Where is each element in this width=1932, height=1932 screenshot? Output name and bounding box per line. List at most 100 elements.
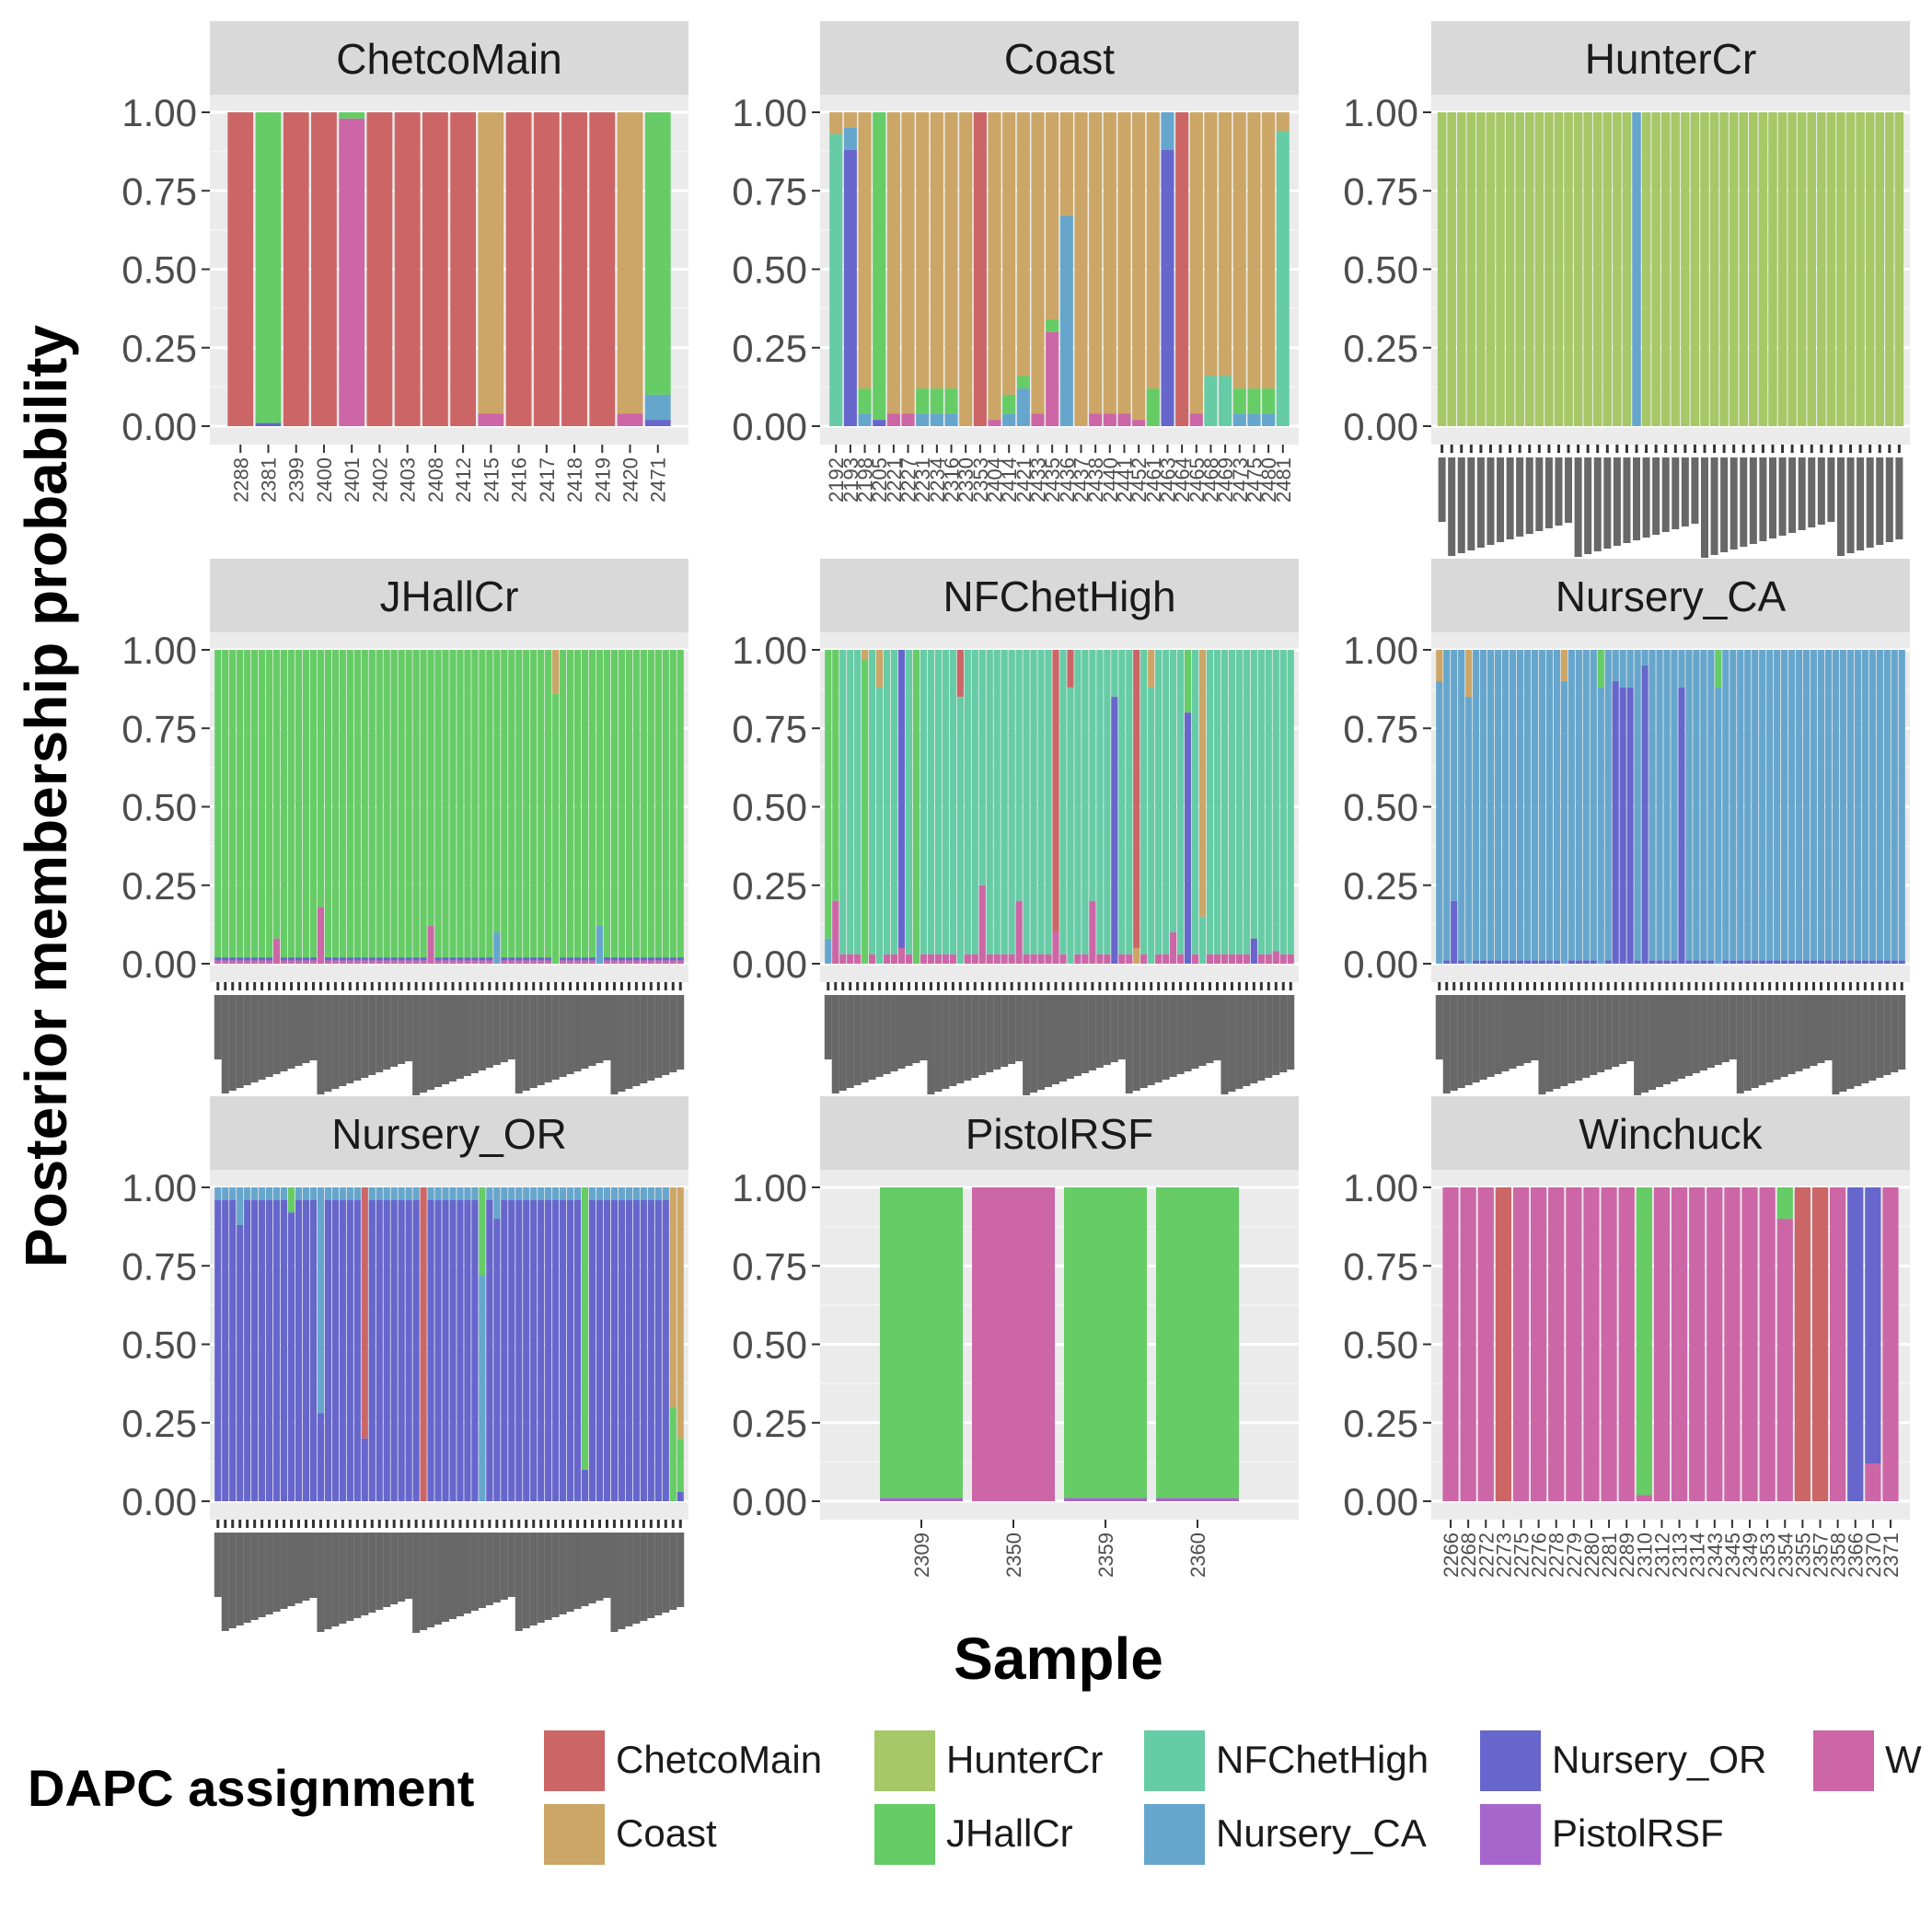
x-tick-label-overlap <box>1885 457 1893 542</box>
bar-segment-Nursery_CA <box>1582 650 1590 961</box>
x-tick-label-overlap <box>559 995 567 1077</box>
bar-segment-Nursery_OR <box>538 1199 545 1501</box>
bar-segment-Nursery_CA <box>1538 650 1546 961</box>
x-tick-label-overlap <box>214 1533 222 1597</box>
bar-segment-HunterCr <box>1729 112 1739 426</box>
bar-segment-HunterCr <box>1660 112 1671 426</box>
bar-segment-Coast <box>1436 650 1443 682</box>
x-tick-label-overlap <box>1448 457 1456 556</box>
bar-segment-NFChetHigh <box>1037 650 1045 954</box>
bar-segment-NFChetHigh <box>1191 650 1199 954</box>
bar-segment-W <box>1865 1463 1881 1501</box>
bar-segment-W <box>618 960 626 964</box>
y-tick-label: 1.00 <box>121 629 197 672</box>
bar-Nursery_OR-46 <box>545 1187 552 1501</box>
bar-segment-Nursery_CA <box>538 1187 545 1200</box>
legend-label: JHallCr <box>946 1811 1073 1855</box>
bar-segment-Nursery_OR <box>1612 681 1619 964</box>
x-tick-label-overlap <box>383 1533 391 1607</box>
bar-segment-JHallCr <box>229 650 237 958</box>
bar-segment-Nursery_CA <box>858 413 872 426</box>
y-tick-label: 0.25 <box>1343 327 1418 370</box>
bar-HunterCr-20 <box>1622 112 1632 426</box>
bar-segment-Coast <box>1059 112 1073 216</box>
bar-segment-Nursery_CA <box>471 1187 479 1200</box>
bar-segment-Nursery_OR <box>1865 1187 1881 1464</box>
bar-segment-JHallCr <box>873 112 886 421</box>
y-tick-label: 0.00 <box>121 1480 197 1523</box>
x-tick-label-overlap <box>890 995 898 1071</box>
bar-segment-Nursery_CA <box>229 1187 237 1200</box>
bar-Winchuck-17 <box>1724 1187 1741 1501</box>
x-tick-label: 2370 <box>1862 1533 1885 1578</box>
bar-segment-Nursery_CA <box>1832 650 1840 961</box>
x-tick-label-overlap <box>1861 995 1869 1083</box>
bar-segment-HunterCr <box>1602 112 1613 426</box>
bar-segment-Nursery_CA <box>464 1187 471 1200</box>
bar-segment-Nursery_OR <box>1250 938 1257 964</box>
x-tick-label-overlap <box>346 1533 354 1621</box>
bar-segment-Nursery_CA <box>412 1187 420 1200</box>
bar-segment-ChetcoMain <box>422 112 448 426</box>
bar-segment-Nursery_CA <box>493 931 501 964</box>
bar-Nursery_CA-50 <box>1795 650 1803 964</box>
bar-Nursery_OR-6 <box>251 1187 259 1501</box>
bar-segment-Nursery_OR <box>662 1199 669 1501</box>
legend-key <box>1813 1730 1874 1791</box>
bar-segment-W <box>603 960 611 964</box>
bar-segment-Nursery_OR <box>1817 960 1825 964</box>
bar-segment-Nursery_CA <box>1262 413 1276 426</box>
bar-HunterCr-48 <box>1894 112 1904 426</box>
bar-segment-Nursery_OR <box>442 1199 449 1501</box>
x-tick-label-overlap <box>1516 457 1524 537</box>
bar-segment-HunterCr <box>1641 112 1651 426</box>
x-tick-label-overlap <box>1257 995 1266 1081</box>
bar-Coast-15 <box>1031 112 1045 426</box>
x-tick-label-overlap <box>272 1533 281 1612</box>
bar-segment-W <box>287 960 295 964</box>
x-tick-label-overlap <box>1619 995 1627 1064</box>
bar-HunterCr-42 <box>1836 112 1845 426</box>
bar-segment-Nursery_OR <box>1553 960 1560 964</box>
x-tick-label-overlap <box>625 1533 633 1626</box>
bar-HunterCr-34 <box>1758 112 1768 426</box>
bar-segment-W <box>1177 954 1185 964</box>
bar-segment-W <box>832 900 839 964</box>
bar-segment-W <box>339 118 365 426</box>
x-tick-label-overlap <box>1037 995 1046 1090</box>
bar-JHallCr-11 <box>287 650 295 964</box>
bar-segment-W <box>272 938 281 964</box>
bar-segment-W <box>1030 954 1037 964</box>
bar-segment-NFChetHigh <box>890 650 898 954</box>
bar-segment-Nursery_OR <box>331 957 339 961</box>
bar-ChetcoMain-7 <box>394 112 421 426</box>
x-tick-label-overlap <box>1692 995 1700 1073</box>
x-tick-label-overlap <box>427 995 435 1090</box>
x-tick-label-overlap <box>1593 457 1602 551</box>
bar-JHallCr-15 <box>317 650 325 964</box>
x-tick-label-overlap <box>1250 995 1258 1083</box>
bar-segment-Nursery_CA <box>1730 650 1737 961</box>
bar-segment-Coast <box>959 112 973 426</box>
bar-segment-Nursery_OR <box>618 957 626 961</box>
bar-JHallCr-46 <box>545 650 552 964</box>
x-tick-label-overlap <box>302 1533 310 1601</box>
x-tick-label-overlap <box>1613 457 1621 546</box>
bar-HunterCr-38 <box>1797 112 1807 426</box>
bar-segment-Nursery_OR <box>1802 960 1811 964</box>
bar-segment-Nursery_OR <box>1663 960 1671 964</box>
bar-segment-JHallCr <box>353 650 361 958</box>
bar-segment-Nursery_CA <box>317 1187 325 1414</box>
bar-segment-Nursery_CA <box>632 1187 640 1200</box>
bar-segment-Nursery_OR <box>449 1199 457 1501</box>
bar-Nursery_CA-15 <box>1538 650 1546 964</box>
bar-segment-W <box>1776 1219 1793 1501</box>
bar-segment-HunterCr <box>1457 112 1466 426</box>
bar-segment-W <box>1008 954 1015 964</box>
x-tick-label-overlap <box>339 995 347 1086</box>
bar-JHallCr-19 <box>346 650 353 964</box>
bar-segment-Nursery_OR <box>398 957 405 961</box>
y-tick-label: 0.50 <box>1343 1324 1418 1367</box>
bar-HunterCr-11 <box>1534 112 1544 426</box>
x-tick-label-overlap <box>1464 995 1473 1085</box>
